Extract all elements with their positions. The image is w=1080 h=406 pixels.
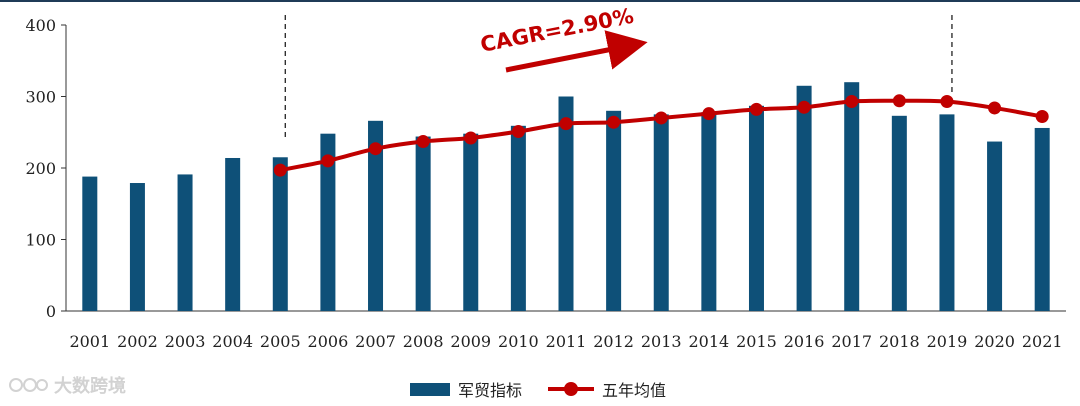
line-point [797,100,811,114]
line-series [273,94,1049,177]
bar-series [82,82,1050,312]
bar [939,114,955,311]
bar [891,115,907,312]
legend-label-line: 五年均值 [602,381,667,400]
y-tick-label: 100 [25,231,56,250]
x-tick-label: 2013 [641,332,682,351]
line-point [988,101,1002,115]
x-tick-label: 2010 [498,332,539,351]
line-point [416,135,430,149]
axes: 0 100 200 300 400 2001 2002 2003 2004 2005 2006 200… [25,16,1066,351]
bar [1034,127,1050,312]
x-tick-label: 2016 [784,332,825,351]
cagr-annotation: CAGR=2.90% [478,4,648,73]
bar [844,82,860,311]
legend-item-bar: 军贸指标 [410,377,522,401]
legend: 军贸指标 五年均值 [410,377,692,401]
x-tick-label: 2011 [546,332,587,351]
top-rule [0,0,1080,2]
legend-item-line: 五年均值 [548,377,666,401]
bar [748,105,764,311]
x-tick-label: 2017 [831,332,872,351]
bar [606,110,622,311]
line-point [892,94,906,108]
x-tick-label: 2012 [593,332,634,351]
x-tick-label: 2014 [688,332,729,351]
legend-label-bar: 军贸指标 [458,381,523,400]
x-tick-label: 2018 [879,332,920,351]
legend-bar-swatch [410,382,450,396]
line-point [845,95,859,109]
bar [796,85,812,312]
line-point [940,95,954,109]
line-point [464,131,478,145]
legend-line-swatch [548,382,595,396]
line-point [511,125,525,139]
x-tick-label: 2009 [450,332,491,351]
x-tick-label: 2006 [308,332,349,351]
line-point [273,163,287,177]
bar [987,141,1003,311]
y-tick-label: 0 [46,302,56,321]
bar [510,125,526,311]
x-tick-label: 2004 [212,332,253,351]
watermark-logo-icon [9,378,48,392]
line-point [1035,110,1049,124]
bar [701,112,717,311]
line-point [321,154,335,168]
bar [320,133,336,311]
bar [368,120,384,311]
x-tick-label: 2015 [736,332,777,351]
x-tick-label: 2019 [927,332,968,351]
x-tick-label: 2005 [260,332,301,351]
dashed-reference-lines [284,15,953,138]
line-point [702,107,716,121]
x-tick-label: 2021 [1022,332,1063,351]
bar [415,136,431,311]
x-tick-label: 2008 [403,332,444,351]
cagr-arrow [505,30,648,73]
x-tick-label: 2020 [974,332,1015,351]
line-point [559,117,573,131]
bar [225,157,241,311]
line-point [369,142,383,156]
x-tick-label: 2007 [355,332,396,351]
line-point [607,115,621,129]
line-point [654,111,668,125]
watermark: 大数跨境 [8,372,126,398]
bar [129,183,145,311]
y-tick-label: 300 [25,88,56,107]
y-tick-label: 400 [25,16,56,35]
bar [463,133,479,311]
x-tick-label: 2003 [165,332,206,351]
x-tick-label: 2002 [117,332,158,351]
bar [272,157,288,311]
x-tick-label: 2001 [69,332,110,351]
watermark-text: 大数跨境 [54,376,126,397]
bar [177,174,193,311]
y-tick-label: 200 [25,159,56,178]
bar [653,114,669,311]
line-point [749,102,763,116]
bar [558,96,574,311]
bar [82,176,98,311]
